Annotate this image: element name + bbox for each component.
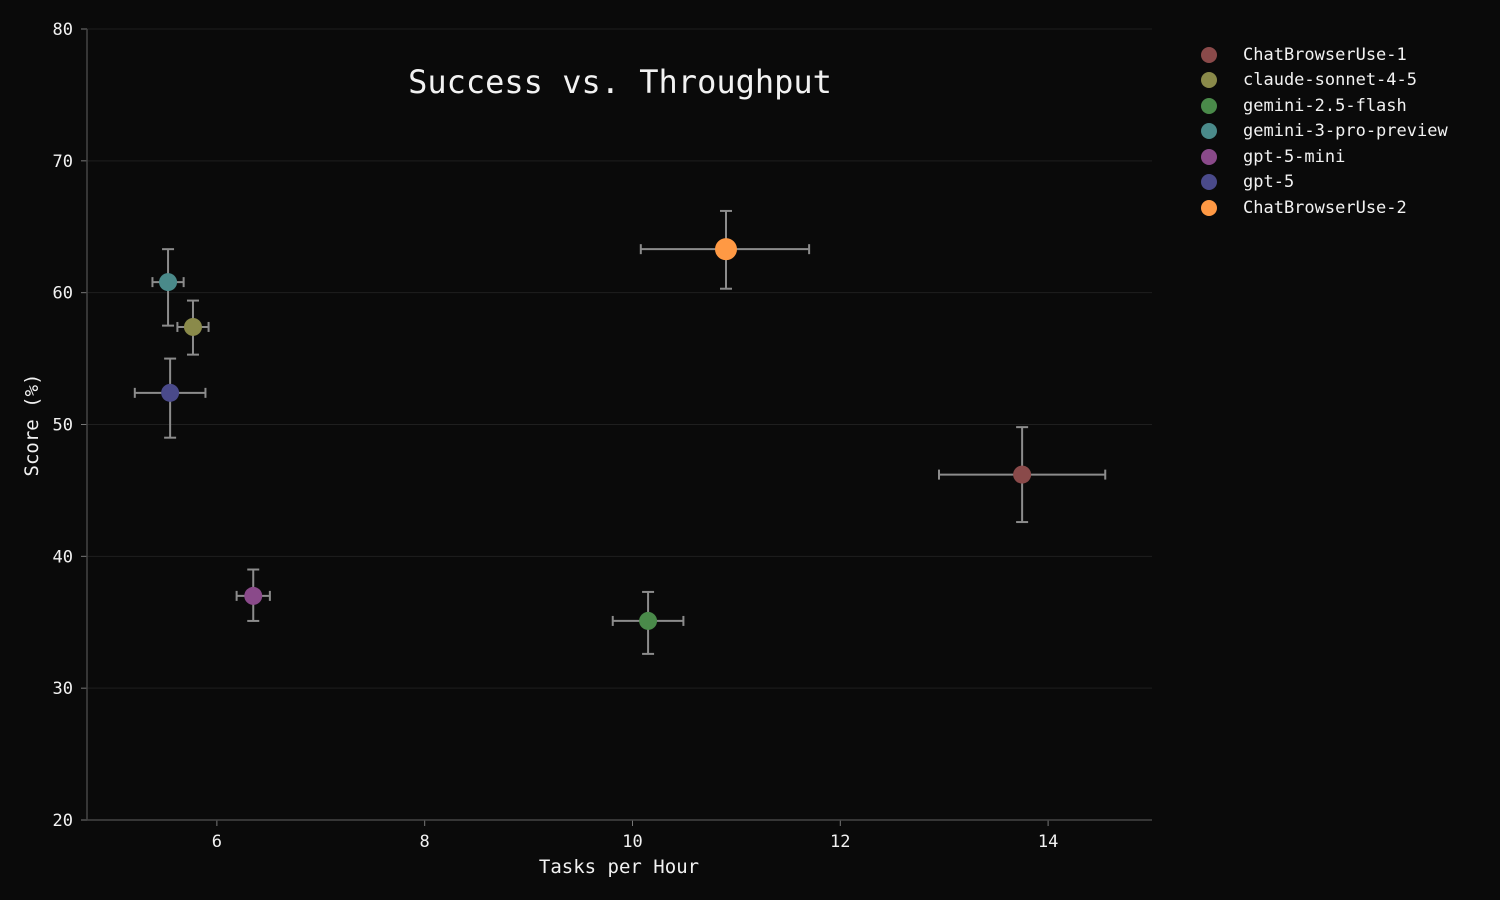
chart-title: Success vs. Throughput: [408, 63, 832, 101]
legend-label: ChatBrowserUse-1: [1243, 44, 1407, 65]
data-point: [715, 238, 737, 261]
legend-swatch: [1201, 174, 1217, 191]
legend-item: gemini-2.5-flash: [1200, 93, 1448, 119]
data-point: [161, 383, 180, 402]
y-tick-label: 30: [53, 679, 73, 699]
data-point-group: [176, 299, 210, 356]
data-point: [1013, 465, 1032, 484]
y-tick-label: 20: [53, 811, 73, 831]
y-axis-label: Score (%): [21, 374, 43, 477]
legend-item: ChatBrowserUse-2: [1200, 195, 1448, 221]
y-tick-label: 70: [53, 152, 73, 172]
gridlines: [87, 28, 1152, 689]
axes: [81, 28, 1152, 826]
legend: ChatBrowserUse-1 claude-sonnet-4-5 gemini-…: [1200, 42, 1448, 221]
legend-item: ChatBrowserUse-1: [1200, 42, 1448, 68]
legend-label: ChatBrowserUse-2: [1243, 197, 1407, 218]
tick-labels: 20 30 40 50 60 70 80 6 8 10 12 14: [53, 20, 1059, 852]
x-tick-label: 10: [622, 832, 642, 852]
data-point: [244, 586, 263, 605]
y-tick-label: 40: [53, 547, 73, 567]
data-points: [133, 209, 1107, 655]
legend-label: claude-sonnet-4-5: [1243, 70, 1417, 91]
x-tick-label: 8: [420, 832, 430, 852]
legend-label: gemini-3-pro-preview: [1243, 121, 1448, 142]
legend-item: gemini-3-pro-preview: [1200, 119, 1448, 145]
legend-swatch: [1201, 199, 1217, 216]
legend-swatch: [1201, 148, 1217, 165]
legend-swatch: [1201, 72, 1217, 89]
y-tick-label: 80: [53, 20, 73, 40]
legend-item: claude-sonnet-4-5: [1200, 68, 1448, 94]
legend-swatch: [1201, 97, 1217, 114]
data-point-group: [938, 426, 1107, 524]
x-tick-label: 12: [830, 832, 850, 852]
data-point: [159, 273, 178, 292]
data-point-group: [151, 248, 185, 327]
legend-item: gpt-5: [1200, 170, 1448, 196]
data-point-group: [639, 209, 811, 290]
data-point-group: [235, 568, 271, 622]
legend-swatch: [1201, 46, 1217, 63]
legend-label: gpt-5-mini: [1243, 146, 1346, 167]
y-tick-label: 60: [53, 284, 73, 304]
data-point: [639, 611, 658, 630]
y-tick-label: 50: [53, 416, 73, 436]
data-point: [183, 317, 202, 336]
legend-label: gpt-5: [1243, 172, 1295, 193]
legend-item: gpt-5-mini: [1200, 144, 1448, 170]
x-tick-label: 6: [212, 832, 222, 852]
data-point-group: [611, 590, 685, 655]
x-axis-label: Tasks per Hour: [539, 856, 699, 878]
x-tick-label: 14: [1038, 832, 1058, 852]
legend-label: gemini-2.5-flash: [1243, 95, 1407, 116]
legend-swatch: [1201, 123, 1217, 140]
data-point-group: [133, 357, 207, 439]
